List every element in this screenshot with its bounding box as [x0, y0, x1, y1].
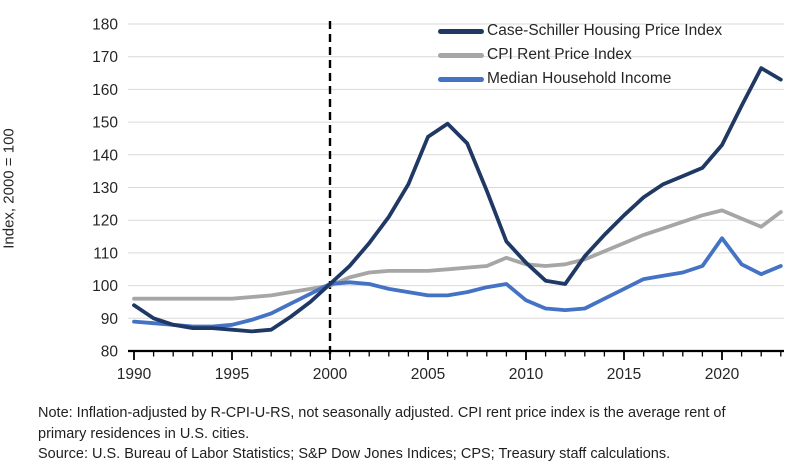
x-axis: 1990 1995 2000 2005 2010 2015 2020: [117, 349, 784, 383]
series-line-cpi-rent-price-index: [132, 208, 783, 301]
y-tick-label: 90: [101, 311, 119, 328]
chart-note: Note: Inflation-adjusted by R-CPI-U-RS, …: [38, 405, 726, 442]
y-tick-label: 80: [101, 344, 119, 361]
x-tick-label: 2010: [509, 366, 544, 383]
y-tick-label: 110: [93, 245, 118, 262]
series-line-median-household-income: [132, 236, 783, 329]
y-tick-labels: 80 90 100 110 120 130 140 150 160 170 180: [92, 17, 118, 361]
legend-label: CPI Rent Price Index: [487, 46, 632, 63]
legend-swatch: [438, 52, 484, 58]
y-tick-label: 150: [92, 115, 118, 132]
line-chart: 80 90 100 110 120 130 140 150 160 170 180 1990 1995 2…: [92, 17, 784, 383]
legend-item: Median Household Income: [438, 67, 722, 91]
y-tick-label: 120: [92, 213, 118, 230]
y-tick-label: 130: [92, 180, 118, 197]
y-tick-label: 170: [92, 49, 118, 66]
y-tick-label: 160: [92, 82, 118, 99]
x-tick-label: 1990: [117, 366, 152, 383]
chart-source: Source: U.S. Bureau of Labor Statistics;…: [38, 446, 671, 462]
legend-swatch: [438, 76, 484, 82]
series-line-case-schiller-housing-price-index: [132, 66, 783, 334]
legend-item: CPI Rent Price Index: [438, 43, 722, 67]
legend-item: Case-Schiller Housing Price Index: [438, 19, 722, 43]
legend-swatch: [438, 28, 484, 34]
x-tick-label: 1995: [215, 366, 249, 383]
x-tick-label: 2015: [607, 366, 641, 383]
y-axis-title: Index, 2000 = 100: [0, 128, 18, 249]
x-tick-label: 2005: [411, 366, 445, 383]
y-tick-label: 140: [92, 147, 118, 164]
legend-label: Median Household Income: [487, 70, 672, 87]
y-tick-label: 180: [92, 17, 118, 34]
chart-legend: Case-Schiller Housing Price Index CPI Ren…: [438, 19, 722, 91]
x-tick-label: 2000: [313, 366, 348, 383]
x-tick-label: 2020: [705, 366, 740, 383]
legend-label: Case-Schiller Housing Price Index: [487, 22, 723, 39]
y-tick-label: 100: [92, 278, 118, 295]
